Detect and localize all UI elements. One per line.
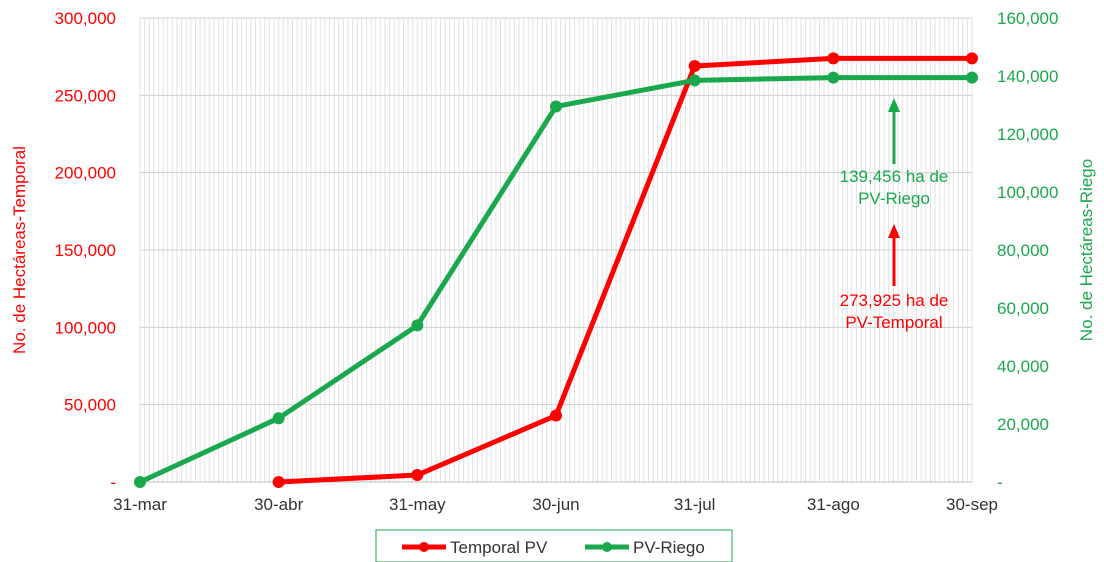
data-point-riego (411, 319, 424, 332)
left-tick-label: 150,000 (55, 241, 116, 260)
data-point-temporal (966, 52, 978, 65)
left-tick-label: 300,000 (55, 9, 116, 28)
data-point-temporal (550, 409, 562, 422)
right-axis-ticks: - 20,000 40,000 60,000 80,000 100,000 120,000 1… (997, 9, 1058, 492)
left-tick-label: 200,000 (55, 164, 116, 183)
left-tick-label: - (110, 473, 116, 492)
data-point-riego (134, 476, 146, 488)
legend-marker-temporal (419, 542, 429, 552)
legend: Temporal PV PV-Riego (375, 529, 733, 562)
grid (139, 17, 973, 483)
data-point-temporal (688, 59, 701, 72)
x-tick-label: 31-jul (674, 495, 716, 514)
annotation-riego-line1: 139,456 ha de (840, 167, 949, 186)
left-axis-title: No. de Hectáreas-Temporal (10, 146, 29, 354)
x-tick-label: 30-jun (532, 495, 579, 514)
x-tick-label: 30-abr (254, 495, 303, 514)
right-tick-label: 80,000 (997, 241, 1049, 260)
right-tick-label: 160,000 (997, 9, 1058, 28)
x-tick-label: 30-sep (946, 495, 998, 514)
annotation-temporal-line1: 273,925 ha de (840, 291, 949, 310)
right-axis-title: No. de Hectáreas-Riego (1077, 159, 1096, 341)
data-point-riego (966, 71, 978, 84)
left-tick-label: 100,000 (55, 318, 116, 337)
legend-label-riego: PV-Riego (633, 538, 705, 557)
right-tick-label: 40,000 (997, 357, 1049, 376)
data-point-riego (827, 71, 840, 84)
data-point-temporal (272, 476, 285, 488)
annotation-riego-line2: PV-Riego (858, 189, 930, 208)
right-tick-label: 100,000 (997, 183, 1058, 202)
annotation-temporal-line2: PV-Temporal (845, 313, 942, 332)
left-tick-label: 50,000 (64, 396, 116, 415)
right-tick-label: - (997, 473, 1003, 492)
series-layer (134, 52, 978, 488)
x-tick-label: 31-may (389, 495, 446, 514)
data-point-temporal (411, 469, 424, 482)
legend-marker-riego (602, 542, 612, 552)
annotation-temporal: 273,925 ha de PV-Temporal (840, 224, 949, 332)
right-tick-label: 120,000 (997, 125, 1058, 144)
left-axis-ticks: - 50,000 100,000 150,000 200,000 250,000 300,0… (55, 9, 116, 492)
right-tick-label: 140,000 (997, 67, 1058, 86)
x-tick-label: 31-mar (113, 495, 167, 514)
x-axis-ticks: 31-mar 30-abr 31-may 30-jun 31-jul 31-ago 30-s… (113, 495, 998, 514)
data-point-riego (550, 100, 562, 113)
data-point-riego (272, 412, 285, 425)
legend-label-temporal: Temporal PV (450, 538, 548, 557)
data-point-temporal (827, 52, 840, 65)
arrow-up-icon (888, 224, 900, 238)
left-tick-label: 250,000 (55, 86, 116, 105)
series-line-temporal (278, 55, 972, 485)
x-tick-label: 31-ago (807, 495, 860, 514)
annotation-riego: 139,456 ha de PV-Riego (840, 98, 949, 208)
arrow-up-icon (888, 98, 900, 112)
data-point-riego (688, 74, 701, 87)
right-tick-label: 60,000 (997, 299, 1049, 318)
right-tick-label: 20,000 (997, 415, 1049, 434)
